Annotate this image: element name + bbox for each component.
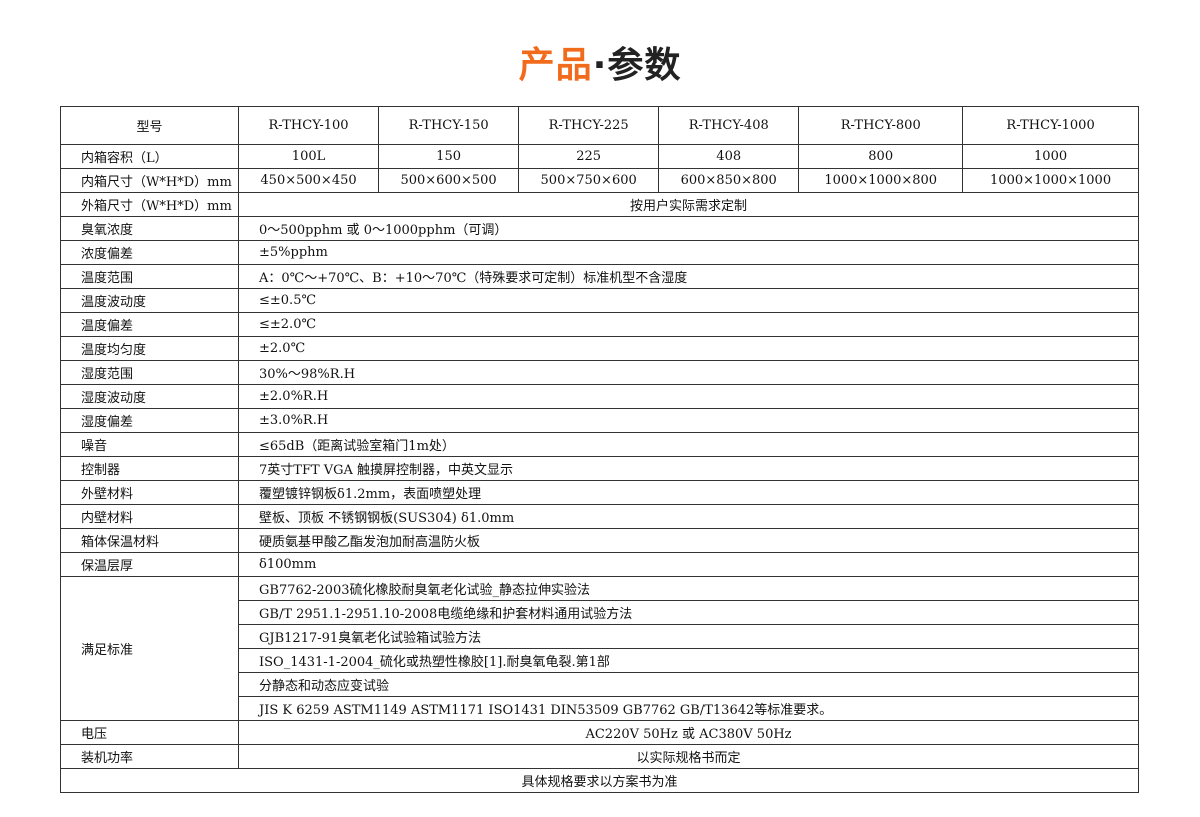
table-row: 控制器 7英寸TFT VGA 触摸屏控制器，中英文显示 (60, 456, 1139, 481)
table-row: 臭氧浓度 0～500pphm 或 0～1000pphm（可调） (60, 216, 1139, 241)
row-label: 温度偏差 (60, 312, 239, 337)
row-label: 内箱尺寸（W*H*D）mm (60, 168, 239, 193)
row-value: ±3.0%R.H (238, 408, 1139, 433)
model-header: R-THCY-100 (237, 106, 380, 145)
model-header: R-THCY-150 (378, 106, 520, 145)
row-value: 500×600×500 (378, 168, 520, 193)
row-label: 箱体保温材料 (60, 528, 239, 553)
standards-row: 分静态和动态应变试验 (61, 672, 1139, 697)
row-value: 7英寸TFT VGA 触摸屏控制器，中英文显示 (238, 456, 1139, 481)
model-header: R-THCY-225 (518, 106, 660, 145)
standard-item: GJB1217-91臭氧老化试验箱试验方法 (238, 624, 1139, 649)
row-value: AC220V 50Hz 或 AC380V 50Hz (238, 720, 1139, 745)
row-label: 保温层厚 (60, 552, 239, 577)
standards-row: GB/T 2951.1-2951.10-2008电缆绝缘和护套材料通用试验方法 (61, 600, 1139, 625)
standard-item: GB/T 2951.1-2951.10-2008电缆绝缘和护套材料通用试验方法 (238, 600, 1139, 625)
table-row: 浓度偏差 ±5%pphm (60, 240, 1139, 265)
table-row: 内箱尺寸（W*H*D）mm 450×500×450 500×600×500 500×7… (60, 168, 1139, 193)
row-label: 浓度偏差 (60, 240, 239, 265)
header-row: 型号 R-THCY-100 R-THCY-150 R-THCY-225 R-THCY-4… (60, 106, 1139, 145)
footer-note: 具体规格要求以方案书为准 (60, 768, 1139, 793)
table-row: 内箱容积（L） 100L 150 225 408 800 1000 (60, 144, 1139, 169)
row-label: 温度范围 (60, 264, 239, 289)
row-label: 控制器 (60, 456, 239, 481)
row-value: 150 (378, 144, 520, 169)
table-row: 湿度范围 30%～98%R.H (60, 360, 1139, 385)
table-row: 外壁材料 覆塑镀锌钢板δ1.2mm，表面喷塑处理 (60, 480, 1139, 505)
row-value: A：0℃～+70℃、B：+10～70℃（特殊要求可定制）标准机型不含湿度 (238, 264, 1139, 289)
table-row: 内壁材料 壁板、顶板 不锈钢钢板(SUS304) δ1.0mm (60, 504, 1139, 529)
model-header: R-THCY-800 (798, 106, 964, 145)
row-label: 湿度范围 (60, 360, 239, 385)
standards-row: 满足标准 GB7762-2003硫化橡胶耐臭氧老化试验_静态拉伸实验法 (60, 576, 1139, 721)
row-value: 硬质氨基甲酸乙酯发泡加耐高温防火板 (238, 528, 1139, 553)
row-value: 以实际规格书而定 (238, 744, 1139, 769)
row-value: 1000×1000×800 (798, 168, 964, 193)
row-value: ≤±0.5℃ (238, 288, 1139, 313)
row-label: 臭氧浓度 (60, 216, 239, 241)
table-row: 电压 AC220V 50Hz 或 AC380V 50Hz (60, 720, 1139, 745)
table-row: 装机功率 以实际规格书而定 (60, 744, 1139, 769)
row-value: 覆塑镀锌钢板δ1.2mm，表面喷塑处理 (238, 480, 1139, 505)
row-value: 225 (518, 144, 660, 169)
row-value: ±2.0%R.H (238, 384, 1139, 409)
row-label: 湿度波动度 (60, 384, 239, 409)
row-label: 噪音 (60, 432, 239, 457)
row-label: 外壁材料 (60, 480, 239, 505)
row-label: 温度均匀度 (60, 336, 239, 361)
row-value: 408 (658, 144, 800, 169)
row-value: δ100mm (238, 552, 1139, 577)
row-value: 500×750×600 (518, 168, 660, 193)
table-row: 保温层厚 δ100mm (60, 552, 1139, 577)
page-title: 产品·参数 (518, 45, 682, 86)
table-row: 湿度波动度 ±2.0%R.H (60, 384, 1139, 409)
row-value: 壁板、顶板 不锈钢钢板(SUS304) δ1.0mm (238, 504, 1139, 529)
row-value: ±5%pphm (238, 240, 1139, 265)
row-label: 型号 (60, 106, 239, 145)
row-value: 0～500pphm 或 0～1000pphm（可调） (238, 216, 1139, 241)
standard-item: GB7762-2003硫化橡胶耐臭氧老化试验_静态拉伸实验法 (238, 576, 1139, 601)
table-row: 温度范围 A：0℃～+70℃、B：+10～70℃（特殊要求可定制）标准机型不含湿度 (60, 264, 1139, 289)
row-value: 按用户实际需求定制 (238, 192, 1139, 217)
row-label: 湿度偏差 (60, 408, 239, 433)
model-header: R-THCY-408 (658, 106, 800, 145)
row-value: 1000×1000×1000 (962, 168, 1139, 193)
row-label: 外箱尺寸（W*H*D）mm (60, 192, 239, 217)
row-value: 450×500×450 (237, 168, 380, 193)
standard-item: ISO_1431-1-2004_硫化或热塑性橡胶[1].耐臭氧龟裂.第1部 (238, 648, 1139, 673)
model-header: R-THCY-1000 (962, 106, 1139, 145)
row-label: 装机功率 (60, 744, 239, 769)
row-value: ≤65dB（距离试验室箱门1m处） (238, 432, 1139, 457)
row-label: 电压 (60, 720, 239, 745)
table-row: 外箱尺寸（W*H*D）mm 按用户实际需求定制 (60, 192, 1139, 217)
row-value: 1000 (962, 144, 1139, 169)
row-value: 30%～98%R.H (238, 360, 1139, 385)
row-value: ±2.0℃ (238, 336, 1139, 361)
standard-item: 分静态和动态应变试验 (238, 672, 1139, 697)
table-row: 噪音 ≤65dB（距离试验室箱门1m处） (60, 432, 1139, 457)
table-row: 温度均匀度 ±2.0℃ (60, 336, 1139, 361)
table-row: 温度偏差 ≤±2.0℃ (60, 312, 1139, 337)
row-value: 600×850×800 (658, 168, 800, 193)
row-value: ≤±2.0℃ (238, 312, 1139, 337)
spec-table: 型号 R-THCY-100 R-THCY-150 R-THCY-225 R-THCY-4… (60, 106, 1139, 793)
row-label: 温度波动度 (60, 288, 239, 313)
table-row: 湿度偏差 ±3.0%R.H (60, 408, 1139, 433)
row-value: 800 (798, 144, 964, 169)
standard-item: JIS K 6259 ASTM1149 ASTM1171 ISO1431 DIN… (238, 696, 1139, 721)
row-label: 满足标准 (60, 576, 239, 721)
table-row: 箱体保温材料 硬质氨基甲酸乙酯发泡加耐高温防火板 (60, 528, 1139, 553)
row-value: 100L (237, 144, 380, 169)
footer-row: 具体规格要求以方案书为准 (60, 768, 1139, 793)
table-row: 温度波动度 ≤±0.5℃ (60, 288, 1139, 313)
standards-row: GJB1217-91臭氧老化试验箱试验方法 (61, 624, 1139, 649)
row-label: 内箱容积（L） (60, 144, 239, 169)
row-label: 内壁材料 (60, 504, 239, 529)
